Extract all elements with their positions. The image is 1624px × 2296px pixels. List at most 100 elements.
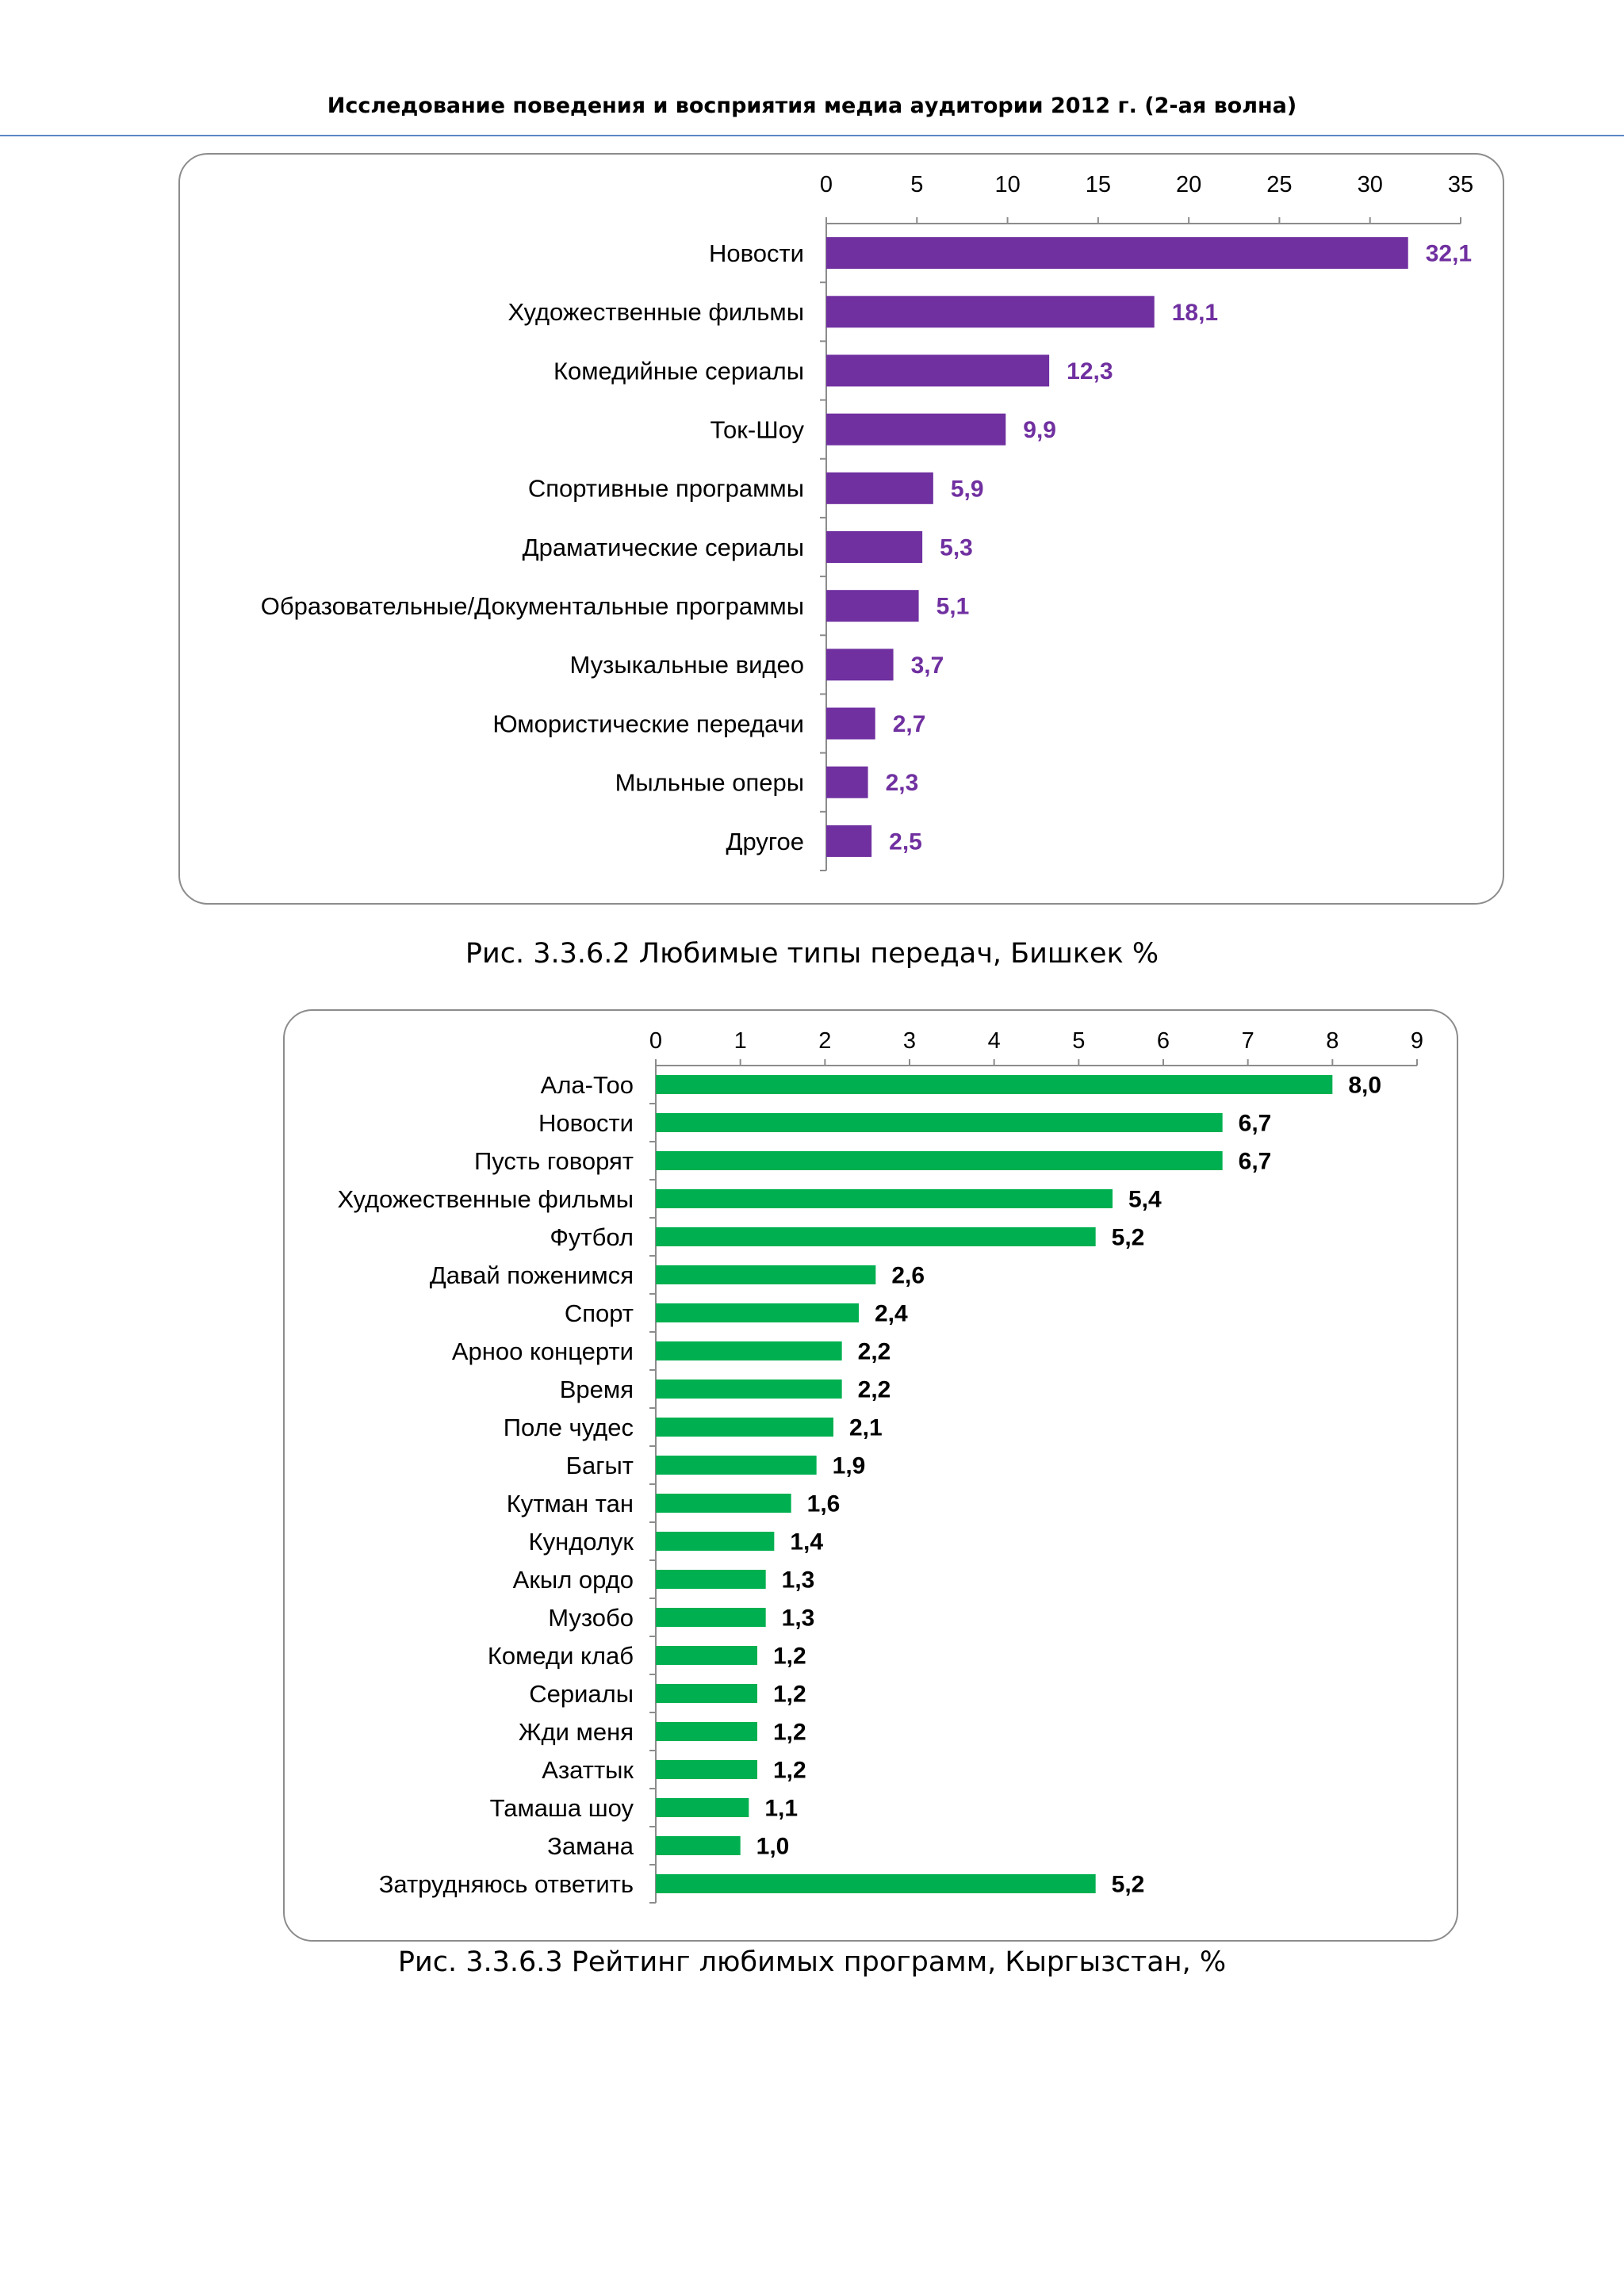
bar <box>826 413 1006 446</box>
category-label: Багыт <box>566 1452 634 1479</box>
x-tick-label: 5 <box>910 172 923 197</box>
category-label: Замана <box>547 1832 634 1860</box>
category-label: Ток-Шоу <box>710 415 805 443</box>
data-label: 5,2 <box>1112 1872 1145 1898</box>
bar <box>656 1265 876 1284</box>
x-tick-label: 15 <box>1086 172 1111 197</box>
data-label: 5,3 <box>940 535 973 561</box>
bar <box>656 1113 1223 1132</box>
bar <box>656 1722 757 1741</box>
category-label: Комеди клаб <box>488 1642 634 1670</box>
data-label: 12,3 <box>1067 358 1113 385</box>
bar <box>656 1760 757 1779</box>
x-tick-label: 4 <box>988 1028 1001 1054</box>
category-label: Давай поженимся <box>430 1261 634 1289</box>
bar <box>826 354 1050 387</box>
bar <box>656 1798 749 1817</box>
category-label: Поле чудес <box>504 1414 634 1441</box>
data-label: 6,7 <box>1239 1149 1272 1175</box>
x-tick-label: 0 <box>649 1028 662 1054</box>
bar <box>656 1684 757 1703</box>
x-tick-label: 0 <box>820 172 833 197</box>
category-label: Комедийные сериалы <box>553 357 804 385</box>
bar <box>826 649 894 681</box>
bar <box>656 1418 833 1437</box>
x-tick-label: 10 <box>994 172 1020 197</box>
category-label: Художественные фильмы <box>337 1185 634 1213</box>
category-label: Время <box>560 1376 634 1403</box>
data-label: 2,3 <box>886 770 919 796</box>
bar <box>826 472 933 504</box>
data-label: 1,6 <box>807 1491 841 1517</box>
x-tick-label: 3 <box>903 1028 916 1054</box>
bar <box>826 707 875 740</box>
chart-favorite-programs-rating: 0 1 2 3 4 5 6 7 8 9 Ала-Тоо 8,0 Новости 6,7 Пусть гово… <box>283 1009 1458 1942</box>
data-label: 2,4 <box>875 1301 908 1327</box>
data-label: 5,1 <box>936 594 970 620</box>
x-tick-label: 35 <box>1448 172 1473 197</box>
data-label: 3,7 <box>911 652 944 679</box>
data-label: 2,6 <box>891 1263 925 1289</box>
bar <box>826 237 1408 270</box>
x-tick-label: 30 <box>1358 172 1383 197</box>
bar <box>656 1341 842 1360</box>
bar <box>656 1874 1096 1893</box>
bar <box>656 1532 775 1551</box>
category-label: Музобо <box>548 1604 634 1632</box>
category-label: Жди меня <box>519 1718 634 1746</box>
bar <box>826 825 872 857</box>
bar <box>826 296 1155 328</box>
category-label: Новости <box>709 239 804 267</box>
data-label: 2,1 <box>849 1415 883 1441</box>
bar <box>826 531 923 563</box>
data-label: 5,4 <box>1128 1187 1162 1213</box>
data-label: 32,1 <box>1426 241 1472 267</box>
chart-frame <box>283 1009 1458 1942</box>
category-label: Сериалы <box>529 1680 634 1708</box>
chart-frame <box>178 153 1504 905</box>
figure-caption-2: Рис. 3.3.6.3 Рейтинг любимых программ, К… <box>397 1946 1227 1978</box>
category-label: Футбол <box>550 1223 634 1251</box>
category-label: Акыл ордо <box>513 1566 634 1594</box>
category-label: Художественные фильмы <box>508 298 804 326</box>
data-label: 18,1 <box>1172 300 1218 326</box>
bar <box>826 766 868 798</box>
category-label: Азаттык <box>542 1756 634 1784</box>
category-label: Новости <box>538 1109 634 1137</box>
category-label: Драматические сериалы <box>523 534 804 561</box>
category-label: Кундолук <box>529 1528 634 1556</box>
data-label: 1,9 <box>833 1453 866 1479</box>
category-label: Тамаша шоу <box>490 1794 634 1822</box>
bar <box>656 1456 817 1475</box>
figure-caption-1: Рис. 3.3.6.2 Любимые типы передач, Бишке… <box>465 938 1159 970</box>
x-tick-label: 2 <box>818 1028 831 1054</box>
category-label: Образовательные/Документальные программы <box>261 592 804 620</box>
category-label: Затрудняюсь ответить <box>379 1870 634 1898</box>
bar <box>656 1151 1223 1170</box>
bar <box>656 1494 791 1513</box>
data-label: 1,2 <box>773 1644 806 1670</box>
data-label: 6,7 <box>1239 1111 1272 1137</box>
category-label: Кутман тан <box>507 1490 634 1517</box>
bar <box>656 1303 859 1322</box>
category-label: Спортивные программы <box>528 475 804 503</box>
x-tick-label: 5 <box>1072 1028 1085 1054</box>
x-tick-label: 25 <box>1266 172 1292 197</box>
data-label: 1,4 <box>790 1529 823 1556</box>
data-label: 2,2 <box>858 1377 891 1403</box>
data-label: 2,2 <box>858 1339 891 1365</box>
bar <box>656 1380 842 1399</box>
data-label: 9,9 <box>1023 417 1056 443</box>
x-tick-label: 8 <box>1326 1028 1339 1054</box>
category-label: Спорт <box>565 1299 634 1327</box>
x-tick-label: 6 <box>1157 1028 1170 1054</box>
page-header-title: Исследование поведения и восприятия меди… <box>327 94 1297 118</box>
data-label: 1,1 <box>764 1796 798 1822</box>
x-tick-label: 7 <box>1242 1028 1254 1054</box>
category-label: Музыкальные видео <box>570 651 805 679</box>
x-tick-label: 9 <box>1411 1028 1423 1054</box>
bar <box>656 1646 757 1665</box>
category-label: Пусть говорят <box>474 1147 634 1175</box>
data-label: 5,9 <box>951 476 984 502</box>
category-label: Ала-Тоо <box>541 1071 634 1099</box>
